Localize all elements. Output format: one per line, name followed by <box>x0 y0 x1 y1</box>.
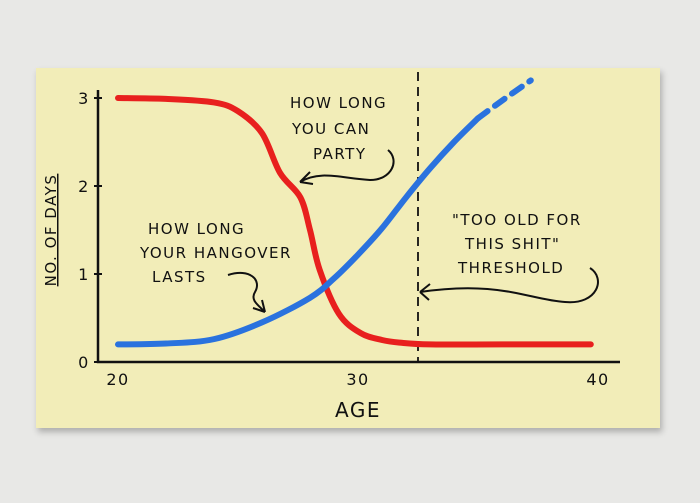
y-tick-label: 1 <box>78 265 90 284</box>
arrow-party <box>299 149 395 185</box>
x-tick-label: 20 <box>106 370 129 389</box>
series-line-1 <box>115 115 481 348</box>
x-tick-label: 30 <box>346 370 369 389</box>
series-line-2 <box>475 77 534 122</box>
arrow-hangover <box>227 272 266 313</box>
y-tick-label: 2 <box>78 177 90 196</box>
y-axis-label: NO. OF DAYS <box>42 174 60 287</box>
axes: 0 1 2 3 20 30 40 <box>78 72 620 389</box>
arrow-threshold <box>419 267 599 304</box>
annotations: HOW LONG YOU CAN PARTY HOW LONG YOUR HAN… <box>139 94 599 313</box>
y-tick-label: 0 <box>78 353 90 372</box>
series-lines <box>115 77 594 348</box>
annotation-hangover: HOW LONG YOUR HANGOVER LASTS <box>139 220 298 286</box>
sticky-note <box>36 68 660 428</box>
annotation-party: HOW LONG YOU CAN PARTY <box>290 94 393 163</box>
series-line-0 <box>115 95 594 348</box>
x-tick-label: 40 <box>586 370 609 389</box>
annotation-threshold: "TOO OLD FOR THIS SHIT" THRESHOLD <box>452 211 588 277</box>
y-tick-label: 3 <box>78 89 90 108</box>
x-axis-label: AGE <box>335 398 381 422</box>
